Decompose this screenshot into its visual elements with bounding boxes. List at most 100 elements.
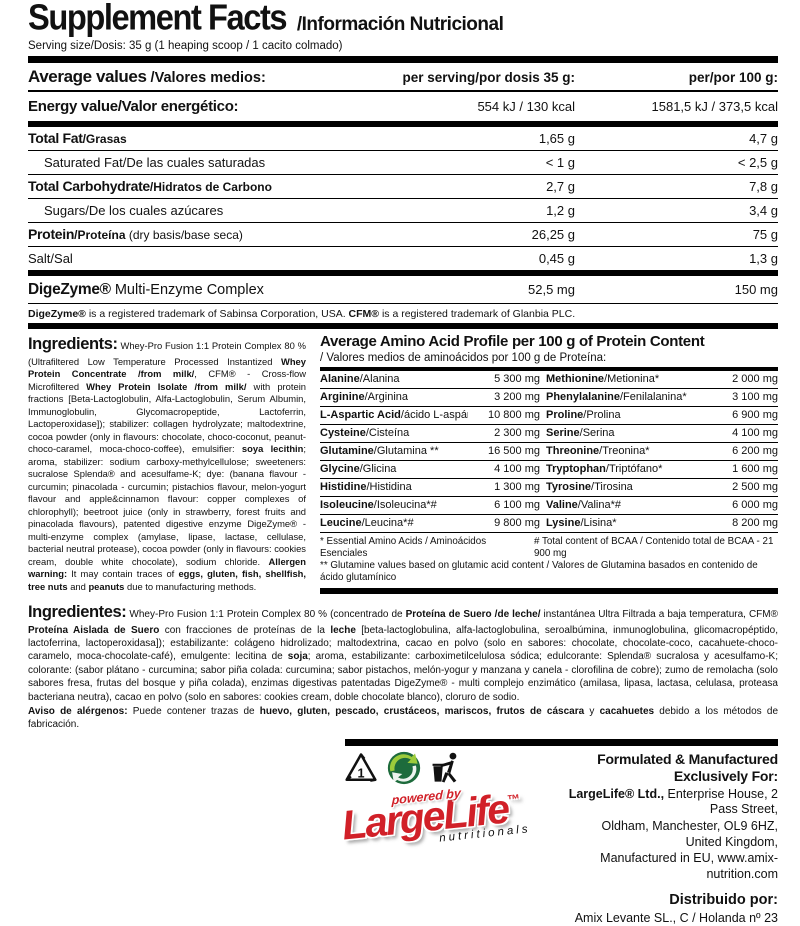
nutrient-row: Total Fat/Grasas 1,65 g 4,7 g xyxy=(28,127,778,150)
title-en: Supplement Facts xyxy=(28,0,288,39)
amino-name: Glycine/Glicina xyxy=(320,463,397,475)
title-es: /Información Nutricional xyxy=(296,14,504,35)
amino-row: Histidine/Histidina 1 300 mg Tyrosine/Tiro… xyxy=(320,479,778,497)
trademark-note: DigeZyme® is a registered trademark of S… xyxy=(28,303,778,323)
amino-value: 2 000 mg xyxy=(732,373,778,385)
nutrient-label: Total Fat/Grasas xyxy=(28,129,127,146)
svg-text:1: 1 xyxy=(357,766,364,780)
text-segment: Whey-Pro Fusion 1:1 Protein Complex 80 %… xyxy=(28,340,306,367)
text-segment: , CFM® - Cross-flow Microfiltered xyxy=(28,368,307,392)
amino-name: Valine/Valina*# xyxy=(546,499,622,511)
amino-name: Tyrosine/Tirosina xyxy=(546,481,633,493)
amino-name: Histidine/Histidina xyxy=(320,481,412,493)
value-per-100g: 7,8 g xyxy=(749,178,778,194)
ingredients-en-text: Whey-Pro Fusion 1:1 Protein Complex 80 %… xyxy=(28,340,306,592)
text-segment: [beta-lactoglobulina, alfa-lactoglobulin… xyxy=(28,624,778,663)
amino-name: Isoleucine/Isoleucina*# xyxy=(320,499,437,511)
text-segment: It may contain traces of xyxy=(67,568,179,580)
column-header-values: Average values /Valores medios: xyxy=(28,67,266,86)
nutrient-row: Salt/Sal 0,45 g 1,3 g xyxy=(28,246,778,270)
text-segment: Puede contener trazas de xyxy=(127,705,260,717)
nutrient-row: Protein/Proteína (dry basis/base seca) 26… xyxy=(28,222,778,246)
amino-value: 6 000 mg xyxy=(732,499,778,511)
amino-value: 2 300 mg xyxy=(494,427,540,439)
value-per-100g: 3,4 g xyxy=(749,202,778,218)
text-segment: is a registered trademark of Glanbia PLC… xyxy=(379,307,576,320)
page-title: Supplement Facts/Información Nutricional xyxy=(28,0,778,39)
amino-row: Glutamine/Glutamina ** 16 500 mg Threonine… xyxy=(320,443,778,461)
value-per-serving: 1,65 g xyxy=(538,130,575,146)
text-segment: peanuts xyxy=(88,580,125,592)
amino-row: L-Aspartic Acid/ácido L-aspártico 10 800 … xyxy=(320,407,778,425)
allergen-warning-es: Aviso de alérgenos: Puede contener traza… xyxy=(28,705,778,732)
amino-value: 3 200 mg xyxy=(494,391,540,403)
text-segment: is a registered trademark of Sabinsa Cor… xyxy=(85,307,349,320)
serving-size: Serving size/Dosis: 35 g (1 heaping scoo… xyxy=(28,40,343,52)
text-segment: huevo, gluten, pescado, crustáceos, mari… xyxy=(259,705,585,717)
nutrient-row: Total Carbohydrate/Hidratos de Carbono 2,… xyxy=(28,174,778,198)
amino-value: 2 500 mg xyxy=(732,481,778,493)
value-per-serving: 0,45 g xyxy=(538,250,575,266)
amino-value: 9 800 mg xyxy=(494,517,540,529)
amino-value: 5 300 mg xyxy=(494,373,540,385)
footnote-glutamine: ** Glutamine values based on glutamic ac… xyxy=(320,559,758,584)
value-per-serving: 1,2 g xyxy=(546,202,575,218)
amino-value: 1 300 mg xyxy=(494,481,540,493)
text-segment: CFM® xyxy=(348,307,380,320)
text-segment: DigeZyme® xyxy=(28,307,86,320)
amino-value: 6 100 mg xyxy=(494,499,540,511)
text-segment: Whey Protein Isolate /from milk/ xyxy=(86,380,247,392)
text-segment: ; aroma, stabilizer: sodium carboxy-meth… xyxy=(28,443,306,567)
amino-name: Glutamine/Glutamina ** xyxy=(320,445,439,457)
digezyme-row: DigeZyme® Multi-Enzyme Complex 52,5 mg 1… xyxy=(28,276,778,303)
value-per-100g: 1,3 g xyxy=(749,250,778,266)
value-per-serving: 2,7 g xyxy=(546,178,575,194)
value-per-serving: < 1 g xyxy=(545,154,575,170)
divider xyxy=(345,738,778,746)
amino-name: Alanine/Alanina xyxy=(320,373,400,385)
divider xyxy=(28,270,778,276)
eco-icons: 1 xyxy=(344,751,565,785)
amino-value: 4 100 mg xyxy=(732,427,778,439)
amino-row: Isoleucine/Isoleucina*# 6 100 mg Valine/Va… xyxy=(320,497,778,515)
tidyman-icon xyxy=(430,751,464,785)
amino-subtitle: / Valores medios de aminoácidos por 100 … xyxy=(320,351,607,364)
amino-name: Arginine/Arginina xyxy=(320,391,409,403)
amino-name: Methionine/Metionina* xyxy=(546,373,660,385)
manufacturer-info: Formulated & Manufactured Exclusively Fo… xyxy=(565,751,778,926)
text-segment: instantánea Ultra Filtrada a baja temper… xyxy=(540,609,778,621)
footnote-essential: * Essential Amino Acids / Aminoácidos Es… xyxy=(320,535,487,559)
text-segment: eggs, gluten, fish, shellfish, tree nuts xyxy=(28,568,306,592)
ingredients-es-text: Whey-Pro Fusion 1:1 Protein Complex 80 %… xyxy=(28,609,778,702)
energy-per-100g: 1581,5 kJ / 373,5 kcal xyxy=(651,99,778,114)
text-segment: and xyxy=(67,580,89,592)
value-per-100g: < 2,5 g xyxy=(737,154,778,170)
ingredients-es-heading: Ingredientes: xyxy=(28,603,127,622)
amino-row: Leucine/Leucina*# 9 800 mg Lysine/Lisina* 8… xyxy=(320,515,778,533)
amino-row: Alanine/Alanina 5 300 mg Methionine/Metion… xyxy=(320,371,778,389)
nutrient-label: Protein/Proteína (dry basis/base seca) xyxy=(28,225,243,242)
text-segment: Whey Protein Concentrate /from milk/ xyxy=(28,355,306,380)
nutrition-rows: Total Fat/Grasas 1,65 g 4,7 g Saturated Fat… xyxy=(28,127,778,270)
digezyme-per-100g: 150 mg xyxy=(734,281,778,297)
nutrient-row: Saturated Fat/De las cuales saturadas < 1… xyxy=(28,150,778,174)
address-line-1: Enterprise House, 2 Pass Street, xyxy=(664,786,778,817)
manufacturer-name: LargeLife® Ltd., xyxy=(568,786,665,801)
text-segment: Allergen warning: xyxy=(28,555,306,580)
address-line-3: Manufactured in EU, www.amix-nutrition.c… xyxy=(600,851,778,881)
footer-left: 1 xyxy=(340,751,565,926)
amino-name: Phenylalanine/Fenilalanina* xyxy=(546,391,687,403)
value-per-100g: 75 g xyxy=(752,226,778,242)
divider xyxy=(28,323,778,329)
text-segment: Whey-Pro Fusion 1:1 Protein Complex 80 %… xyxy=(126,609,406,621)
distributor-title: Distribuido por: xyxy=(669,892,778,909)
value-per-100g: 4,7 g xyxy=(749,130,778,146)
text-segment: Proteína Aislada de Suero xyxy=(28,624,160,636)
logo-trademark: ™ xyxy=(506,790,521,808)
divider xyxy=(28,90,778,92)
text-segment: due to manufacturing methods. xyxy=(124,580,257,592)
energy-label: Energy value/Valor energético: xyxy=(28,98,239,115)
formulated-title: Formulated & Manufactured Exclusively Fo… xyxy=(597,750,778,785)
table-header: Average values /Valores medios: per serv… xyxy=(28,63,778,90)
